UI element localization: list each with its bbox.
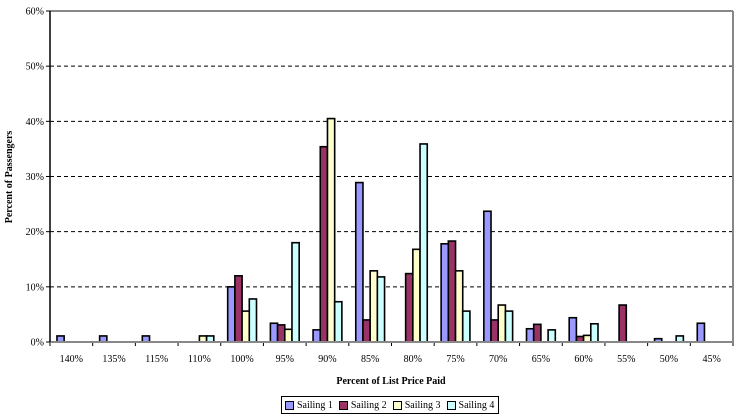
- legend-swatch-icon: [285, 400, 294, 410]
- y-tick-label: 0%: [31, 338, 44, 349]
- bar-sailing-1: [440, 243, 450, 343]
- gridlines: [50, 65, 733, 288]
- chart-legend: Sailing 1 Sailing 2 Sailing 3 Sailing 4: [281, 396, 500, 414]
- x-axis-tick-labels: 140% 135% 115% 110% 100% 95% 90% 85% 80% 75% 70% 65…: [60, 354, 721, 365]
- legend-swatch-icon: [446, 400, 456, 410]
- bar-sailing-2: [319, 145, 329, 343]
- x-tick-label: 80%: [404, 354, 422, 365]
- bar-sailing-4: [291, 241, 300, 343]
- y-tick-label: 60%: [26, 7, 44, 18]
- x-tick-label: 60%: [574, 354, 592, 365]
- y-tick-label: 20%: [26, 227, 44, 238]
- bar-sailing-2: [532, 323, 542, 343]
- x-tick-label: 140%: [60, 354, 83, 365]
- bar-sailing-2: [362, 319, 371, 343]
- legend-label: Sailing 3: [404, 399, 441, 411]
- bar-sailing-3: [241, 310, 251, 343]
- x-tick-label: 70%: [489, 354, 507, 365]
- y-axis-title: Percent of Passengers: [4, 131, 15, 224]
- legend-item-sailing-3: Sailing 3: [392, 399, 441, 411]
- x-tick-label: 50%: [660, 354, 678, 365]
- bar-sailing-4: [504, 310, 514, 343]
- x-tick-label: 135%: [102, 354, 125, 365]
- bar-sailing-3: [369, 270, 379, 343]
- y-tick-label: 40%: [26, 117, 44, 128]
- bar-sailing-4: [333, 300, 343, 343]
- x-tick-label: 110%: [188, 354, 211, 365]
- legend-label: Sailing 2: [350, 399, 387, 411]
- bar-sailing-1: [354, 181, 364, 343]
- y-axis-tick-labels: 0% 10% 20% 30% 40% 50% 60%: [26, 7, 44, 349]
- legend-swatch-icon: [392, 400, 402, 410]
- bar-sailing-1: [696, 322, 706, 343]
- axes: [46, 10, 734, 346]
- bar-sailing-3: [454, 270, 464, 343]
- bar-sailing-3: [283, 328, 293, 343]
- bar-series: [56, 117, 706, 343]
- bar-sailing-1: [269, 322, 279, 343]
- bar-sailing-2: [234, 274, 243, 343]
- x-tick-label: 90%: [318, 354, 336, 365]
- bar-sailing-2: [447, 240, 457, 343]
- x-tick-label: 45%: [702, 354, 720, 365]
- x-tick-label: 115%: [145, 354, 168, 365]
- bar-sailing-2: [404, 272, 414, 343]
- x-axis-title: Percent of List Price Paid: [336, 376, 446, 387]
- x-tick-label: 75%: [446, 354, 464, 365]
- x-tick-label: 100%: [230, 354, 253, 365]
- x-tick-label: 65%: [532, 354, 550, 365]
- legend-item-sailing-4: Sailing 4: [446, 399, 495, 411]
- bar-sailing-2: [276, 324, 286, 343]
- y-tick-label: 30%: [26, 172, 44, 183]
- bar-sailing-3: [326, 117, 336, 343]
- bar-sailing-4: [547, 329, 557, 343]
- bar-sailing-3: [412, 248, 421, 343]
- bar-sailing-1: [226, 286, 236, 343]
- legend-label: Sailing 1: [297, 399, 333, 411]
- bar-sailing-2: [490, 319, 500, 343]
- bar-sailing-4: [376, 276, 386, 343]
- y-tick-label: 50%: [26, 62, 44, 73]
- bar-sailing-1: [483, 210, 492, 343]
- bar-sailing-1: [525, 327, 535, 343]
- x-tick-label: 95%: [276, 354, 294, 365]
- x-tick-label: 55%: [617, 354, 635, 365]
- bar-sailing-4: [461, 310, 471, 343]
- legend-item-sailing-2: Sailing 2: [338, 399, 387, 411]
- legend-swatch-icon: [338, 400, 348, 410]
- bar-sailing-1: [568, 316, 578, 343]
- legend-item-sailing-1: Sailing 1: [285, 400, 333, 411]
- legend-label: Sailing 4: [458, 399, 495, 411]
- bar-sailing-2: [618, 304, 628, 343]
- y-tick-label: 10%: [26, 282, 44, 293]
- bar-sailing-3: [497, 304, 507, 343]
- bar-sailing-4: [248, 298, 258, 343]
- bar-sailing-4: [419, 143, 429, 343]
- bar-sailing-1: [312, 329, 322, 343]
- x-tick-label: 85%: [361, 354, 379, 365]
- bar-sailing-4: [589, 322, 599, 343]
